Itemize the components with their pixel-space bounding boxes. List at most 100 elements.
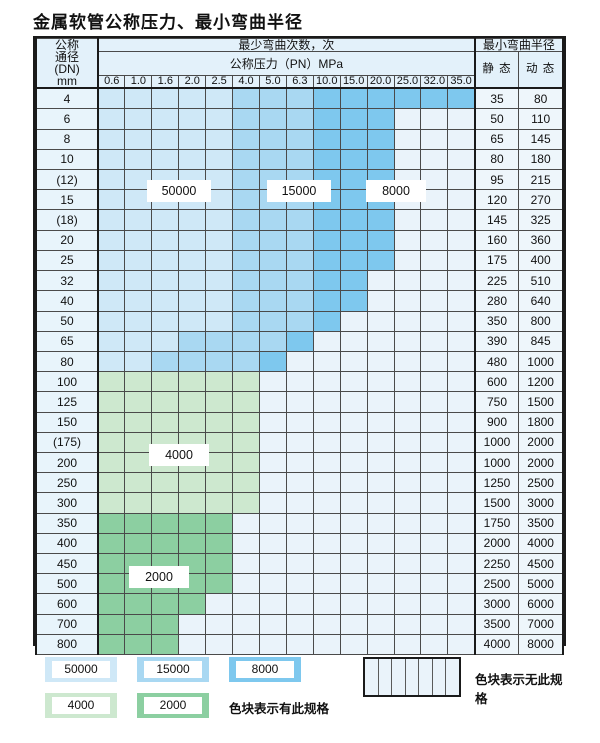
cell-matrix-(175)-2.5 [205, 431, 234, 453]
cell-matrix-(175)-6.3 [285, 431, 314, 453]
cell-matrix-25-6.3 [285, 249, 314, 272]
cell-matrix-300-20.0 [366, 492, 395, 514]
cell-matrix-10-1.6 [151, 148, 180, 171]
cell-matrix-150-25.0 [393, 411, 422, 433]
cell-dynamic-radius: 7000 [518, 613, 565, 635]
table-body: 4 35 80 6 50 110 8 65 145 10 80 180 (12) 95 215 15 120 27… [34, 87, 565, 656]
cell-static-radius: 1750 [473, 512, 520, 534]
cell-dn: 15 [34, 189, 99, 211]
cell-matrix-250-35.0 [447, 472, 476, 494]
cell-matrix-600-2.0 [178, 593, 207, 615]
cell-matrix-20-4.0 [232, 229, 260, 251]
cell-matrix-500-35.0 [447, 573, 476, 595]
cell-matrix-(175)-5.0 [258, 431, 287, 453]
cell-matrix-(12)-0.6 [97, 169, 126, 191]
cell-matrix-15-4.0 [232, 189, 260, 211]
header-row-pressure-values: 0.6 1.0 1.6 2.0 2.5 4.0 5.0 6.3 10.0 15.0 20.0 25.0… [36, 75, 563, 89]
cell-matrix-400-1.6 [151, 532, 180, 554]
table-row: 500 2500 5000 [34, 573, 565, 595]
cell-dynamic-radius: 6000 [518, 593, 565, 615]
legend-stripe [446, 659, 459, 695]
cell-matrix-250-20.0 [366, 472, 395, 494]
legend-swatch-label: 8000 [236, 661, 294, 678]
cell-matrix-25-1.0 [124, 249, 153, 272]
cell-matrix-20-10.0 [312, 229, 341, 251]
cell-matrix-25-15.0 [339, 249, 368, 272]
cell-matrix-32-20.0 [366, 270, 395, 292]
cell-matrix-500-10.0 [312, 573, 341, 595]
cell-static-radius: 225 [473, 270, 520, 292]
cell-matrix-25-2.5 [205, 249, 234, 272]
cell-matrix-20-20.0 [366, 229, 395, 251]
cell-matrix-(18)-1.0 [124, 209, 153, 231]
cell-matrix-700-2.5 [205, 613, 234, 635]
cell-static-radius: 35 [473, 87, 520, 110]
cell-dynamic-radius: 8000 [518, 633, 565, 656]
cell-matrix-300-4.0 [232, 492, 260, 514]
cell-matrix-600-1.0 [124, 593, 153, 615]
cell-matrix-600-15.0 [339, 593, 368, 615]
cell-matrix-32-4.0 [232, 270, 260, 292]
cell-matrix-(175)-25.0 [393, 431, 422, 453]
cell-dynamic-radius: 3000 [518, 492, 565, 514]
cell-matrix-25-25.0 [393, 249, 422, 272]
legend-stripe [379, 659, 393, 695]
cell-matrix-40-20.0 [366, 290, 395, 312]
legend-swatch-4000: 4000 [45, 693, 117, 718]
cell-static-radius: 145 [473, 209, 520, 231]
table-row: (12) 95 215 [34, 169, 565, 191]
cell-matrix-65-20.0 [366, 330, 395, 352]
cell-matrix-(18)-6.3 [285, 209, 314, 231]
cell-static-radius: 95 [473, 169, 520, 191]
cell-matrix-300-15.0 [339, 492, 368, 514]
cell-matrix-700-1.0 [124, 613, 153, 635]
cell-static-radius: 390 [473, 330, 520, 352]
cell-matrix-800-15.0 [339, 633, 368, 656]
cell-matrix-32-1.0 [124, 270, 153, 292]
legend-stripe [392, 659, 406, 695]
header-pressure-15.0: 15.0 [339, 75, 368, 89]
cell-dn: 4 [34, 87, 99, 110]
table-row: 10 80 180 [34, 148, 565, 171]
cell-matrix-10-20.0 [366, 148, 395, 171]
cell-matrix-150-6.3 [285, 411, 314, 433]
cell-matrix-700-20.0 [366, 613, 395, 635]
cell-matrix-(18)-25.0 [393, 209, 422, 231]
cell-matrix-350-25.0 [393, 512, 422, 534]
cell-static-radius: 4000 [473, 633, 520, 656]
cell-matrix-40-6.3 [285, 290, 314, 312]
cell-matrix-25-5.0 [258, 249, 287, 272]
cell-matrix-300-6.3 [285, 492, 314, 514]
cell-matrix-80-2.0 [178, 350, 207, 373]
cell-matrix-80-10.0 [312, 350, 341, 373]
table-row: 350 1750 3500 [34, 512, 565, 534]
cell-matrix-80-20.0 [366, 350, 395, 373]
cell-matrix-350-1.0 [124, 512, 153, 534]
header-nominal-diameter: 公称 通径 (DN) mm [34, 38, 99, 89]
cell-matrix-6-35.0 [447, 108, 476, 130]
cell-matrix-125-25.0 [393, 391, 422, 413]
cell-matrix-600-35.0 [447, 593, 476, 615]
cell-matrix-400-0.6 [97, 532, 126, 554]
cell-matrix-80-1.0 [124, 350, 153, 373]
cell-matrix-125-4.0 [232, 391, 260, 413]
cell-dynamic-radius: 4000 [518, 532, 565, 554]
header-pressure-1.6: 1.6 [151, 75, 180, 89]
cell-matrix-40-32.0 [420, 290, 449, 312]
cell-matrix-500-25.0 [393, 573, 422, 595]
cell-dn: 80 [34, 350, 99, 373]
cell-matrix-8-10.0 [312, 128, 341, 150]
cell-dn: 800 [34, 633, 99, 656]
header-dynamic: 动 态 [518, 51, 565, 89]
cell-matrix-150-2.0 [178, 411, 207, 433]
cell-matrix-400-15.0 [339, 532, 368, 554]
cell-matrix-800-1.6 [151, 633, 180, 656]
cell-matrix-80-25.0 [393, 350, 422, 373]
cell-matrix-700-5.0 [258, 613, 287, 635]
cell-dynamic-radius: 110 [518, 108, 565, 130]
cell-matrix-350-5.0 [258, 512, 287, 534]
cell-matrix-400-2.0 [178, 532, 207, 554]
cell-dn: 20 [34, 229, 99, 251]
cell-matrix-20-1.0 [124, 229, 153, 251]
header-pressure-5.0: 5.0 [258, 75, 287, 89]
